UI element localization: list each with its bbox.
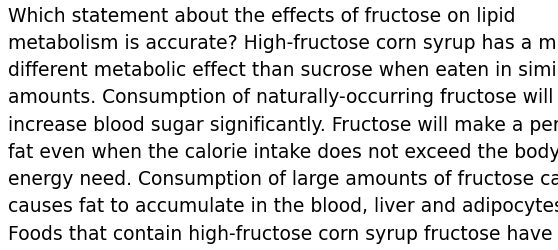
Text: Which statement about the effects of fructose on lipid
metabolism is accurate? H: Which statement about the effects of fru… [8,6,558,250]
